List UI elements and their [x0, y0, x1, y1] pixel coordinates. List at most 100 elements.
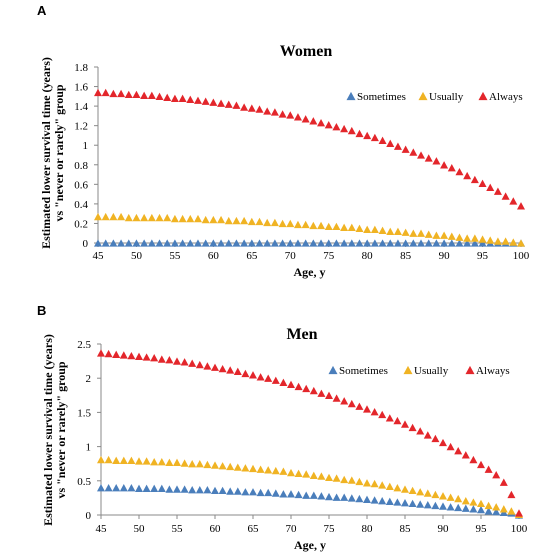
panel-b-series-usually-point [332, 474, 341, 482]
panel-a-series-usually-point [517, 239, 525, 247]
panel-a-series-sometimes-point [109, 239, 118, 247]
panel-b-series-always-point [416, 427, 425, 435]
panel-a-series-always-point [501, 192, 510, 200]
panel-a-series-usually-point [470, 234, 479, 242]
panel-a-series-usually-point [270, 218, 279, 227]
panel-b-series-always-point [309, 386, 318, 395]
panel-b-series-sometimes-point [408, 499, 417, 508]
panel-b-series-sometimes-point [135, 484, 143, 493]
panel-b-series-sometimes-point [439, 502, 447, 510]
panel-a-series-usually-point [101, 212, 110, 221]
panel-a-series-always-point [286, 111, 295, 119]
panel-a-y-tick-label: 1.6 [74, 82, 88, 94]
panel-a-series-usually-point [140, 213, 149, 222]
panel-b-series-usually-point [188, 460, 197, 468]
panel-b-series-sometimes-point [97, 483, 105, 492]
panel-a-series-usually-point [340, 223, 349, 232]
panel-a-series-sometimes-point [455, 239, 464, 247]
panel-a-legend-always-label: Always [489, 91, 523, 103]
panel-b-series-sometimes-point [294, 490, 303, 499]
panel-a-series-usually-point [117, 212, 126, 221]
panel-b-series-usually-point [142, 457, 151, 465]
panel-a-series-always-point [163, 93, 172, 101]
panel-b-series-usually-point [180, 459, 189, 467]
panel-a-series-always-point [247, 104, 256, 112]
panel-a-series-always-point [440, 161, 449, 169]
panel-b-series-sometimes-point [416, 500, 425, 508]
panel-b-series-usually-point [287, 468, 295, 477]
panel-a-series-sometimes-point [255, 239, 264, 247]
panel-b-x-axis-label: Age, y [294, 538, 326, 552]
panel-b-series-sometimes-point [340, 493, 349, 501]
panel-b-series-usually-point [499, 505, 508, 513]
panel-b-series-sometimes-point [317, 492, 326, 500]
panel-a-series-sometimes-point [140, 239, 149, 247]
panel-a-series-usually-point [224, 216, 233, 225]
panel-a-series-always-point [432, 157, 441, 165]
panel-b-series-always-point [249, 371, 257, 379]
panel-a-x-tick-label: 55 [169, 250, 181, 262]
panel-b-y-tick-label: 0 [86, 510, 92, 522]
panel-b-y-tick-label: 2 [86, 373, 92, 385]
panel-b-x-tick-label: 55 [172, 523, 184, 535]
panel-a-series-usually-point [363, 225, 372, 233]
panel-a-series-always-point [455, 167, 464, 176]
panel-b-series-usually-point [150, 457, 159, 466]
panel-b-series-sometimes-point [127, 483, 136, 492]
panel-b-legend-usually-label: Usually [414, 365, 449, 377]
panel-b-series-always-point [119, 351, 128, 359]
panel-a-series-sometimes-point [340, 239, 349, 247]
panel-a-series-always-point [170, 94, 179, 102]
panel-b-series-sometimes-point [150, 484, 159, 493]
panel-a-series-usually-point [393, 227, 402, 235]
panel-b-series-always-point [408, 423, 417, 432]
panel-b-series-sometimes-point [393, 498, 402, 506]
panel-b-series-sometimes-point [188, 486, 197, 494]
panel-a-series-usually-point [447, 232, 456, 240]
panel-b-series-sometimes-point [370, 496, 379, 504]
panel-b-series-usually-point [378, 481, 387, 489]
panel-a-series-usually-point [232, 216, 241, 225]
panel-a-series-always-point [263, 107, 272, 115]
panel-b-series-usually-point [439, 492, 447, 500]
panel-b-series-always-point [446, 442, 455, 451]
panel-b-series-sometimes-point [363, 495, 371, 503]
panel-a-series-usually-point [263, 218, 272, 227]
panel-a-series-sometimes-point [117, 239, 126, 247]
panel-a-series-usually-point [378, 226, 387, 234]
panel-a-series-sometimes-point [301, 239, 310, 247]
panel-a-series-always-point [378, 136, 387, 145]
panel-a-series-sometimes-point [401, 239, 410, 247]
panel-b-series-always-point [142, 353, 151, 361]
panel-a-series-sometimes-point [393, 239, 402, 247]
panel-a-series-always-point [232, 101, 241, 109]
panel-a-series-always-point [155, 92, 164, 101]
panel-b-series-always-point [188, 359, 197, 367]
panel-b-series-sometimes-point [173, 485, 181, 493]
panel-b-series-sometimes-point [492, 507, 501, 516]
panel-b-series-sometimes-point [469, 505, 478, 513]
panel-b-series-usually-point [195, 460, 204, 468]
panel-a-series-usually-point [147, 213, 156, 222]
panel-b-series-usually-point [112, 456, 121, 464]
panel-b-series-always-point [150, 354, 159, 362]
panel-a-x-tick-label: 60 [208, 250, 220, 262]
panel-b-series-always-point [401, 420, 409, 428]
panel-b-series-always-point [484, 465, 493, 473]
panel-a-series-usually-point [455, 233, 464, 241]
panel-b-series-always-point [378, 410, 387, 419]
panel-b-series-always-point [507, 490, 516, 499]
panel-b-x-tick-label: 90 [438, 523, 450, 535]
panel-a-x-tick-label: 90 [439, 250, 451, 262]
panel-b-series-usually-point [484, 501, 493, 510]
panel-b-series-sometimes-point [309, 491, 318, 499]
panel-a-series-sometimes-point [186, 239, 195, 247]
panel-b-series-always-point [279, 378, 288, 386]
panel-b-series-usually-point [119, 456, 128, 464]
panel-b-series-always-point [135, 352, 143, 360]
panel-b-series-always-point [454, 447, 463, 455]
panel-b-series-usually-point [271, 466, 280, 475]
panel-a-y-tick-label: 1.8 [74, 62, 88, 74]
panel-a-x-tick-label: 65 [246, 250, 258, 262]
panel-b-series-usually-point [446, 493, 455, 501]
